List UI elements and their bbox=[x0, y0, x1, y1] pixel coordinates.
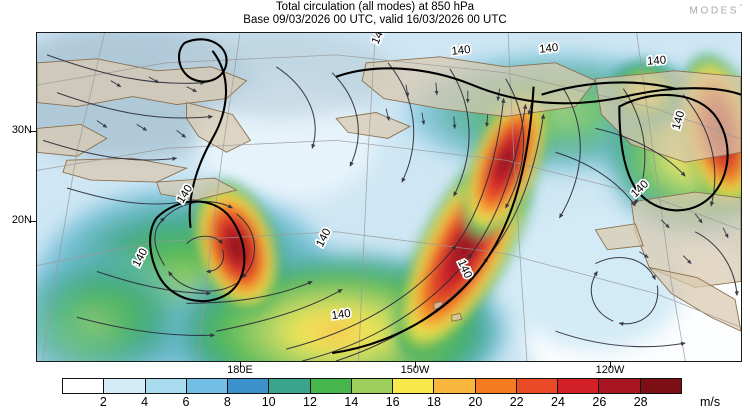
colorbar-swatch-7 bbox=[351, 379, 394, 393]
svg-text:140: 140 bbox=[331, 308, 352, 323]
svg-text:140: 140 bbox=[539, 42, 559, 56]
colorbar-tick-24: 24 bbox=[551, 395, 565, 409]
brand-mark: ° bbox=[739, 4, 742, 11]
chart-title-block: Total circulation (all modes) at 850 hPa… bbox=[0, 1, 750, 27]
svg-text:140: 140 bbox=[331, 308, 352, 323]
x-axis-tick-120w bbox=[610, 362, 612, 368]
modes-logo: MODES° bbox=[690, 4, 742, 16]
colorbar-swatch-14 bbox=[640, 379, 681, 393]
svg-text:140: 140 bbox=[451, 44, 471, 58]
colorbar-tick-22: 22 bbox=[509, 395, 524, 409]
colorbar-tick-4: 4 bbox=[141, 395, 149, 409]
x-axis-label-150w: 150W bbox=[400, 364, 430, 376]
svg-text:140: 140 bbox=[539, 42, 559, 56]
x-axis-label-180e: 180E bbox=[227, 364, 253, 376]
colorbar-tick-2: 2 bbox=[99, 395, 107, 409]
colorbar-swatch-1 bbox=[104, 379, 146, 393]
colorbar-swatch-10 bbox=[475, 379, 517, 393]
brand-text: MODES bbox=[689, 5, 740, 17]
x-axis-label-120w: 120W bbox=[595, 364, 625, 376]
colorbar-tick-18: 18 bbox=[427, 395, 441, 409]
colorbar-swatch-8 bbox=[393, 379, 435, 393]
colorbar-swatch-2 bbox=[145, 379, 187, 393]
colorbar-swatch-0 bbox=[63, 379, 105, 393]
map-plot-area: 140 140 140 140 140 140 140 140 140 140 … bbox=[36, 32, 742, 362]
y-axis-label-20n: 20N bbox=[11, 214, 32, 226]
colorbar-swatch-6 bbox=[310, 379, 352, 393]
chart-subtitle: Base 09/03/2026 00 UTC, valid 16/03/2026… bbox=[243, 14, 507, 26]
colorbar-tick-10: 10 bbox=[261, 395, 276, 409]
colorbar-tick-28: 28 bbox=[633, 395, 648, 409]
colorbar-swatch-13 bbox=[599, 379, 641, 393]
colorbar-swatch-9 bbox=[434, 379, 476, 393]
svg-text:140: 140 bbox=[671, 110, 688, 132]
graticule bbox=[37, 33, 741, 361]
colorbar-tick-20: 20 bbox=[468, 395, 483, 409]
x-axis-tick-150w bbox=[415, 362, 417, 368]
x-axis-tick-180e bbox=[240, 362, 242, 368]
streamlines bbox=[42, 54, 739, 361]
colorbar-tick-16: 16 bbox=[385, 395, 400, 409]
height-contours bbox=[149, 38, 741, 355]
colorbar-tick-26: 26 bbox=[592, 395, 607, 409]
colorbar-swatch-11 bbox=[516, 379, 559, 393]
colorbar-legend: 2 4 6 8 10 12 14 16 18 20 22 24 26 28 m/s bbox=[0, 378, 750, 409]
wind-speed-field: 140 140 140 140 140 140 140 140 140 140 … bbox=[37, 33, 741, 361]
colorbar-swatch-5 bbox=[269, 379, 311, 393]
svg-text:140: 140 bbox=[451, 44, 471, 58]
svg-text:140: 140 bbox=[647, 55, 667, 68]
wind-vectors bbox=[96, 76, 729, 264]
svg-text:140: 140 bbox=[647, 55, 667, 68]
y-axis-tick-30n bbox=[30, 131, 36, 133]
colorbar-swatch-3 bbox=[186, 379, 229, 393]
colorbar-tick-6: 6 bbox=[182, 395, 190, 409]
y-axis-label-30n: 30N bbox=[11, 124, 32, 136]
colorbar-tick-8: 8 bbox=[223, 395, 231, 409]
colorbar-swatches bbox=[62, 378, 682, 394]
colorbar-tick-12: 12 bbox=[303, 395, 317, 409]
colorbar-unit-label: m/s bbox=[700, 395, 721, 409]
colorbar-swatch-4 bbox=[228, 379, 270, 393]
y-axis-tick-20n bbox=[30, 221, 36, 223]
colorbar-tick-14: 14 bbox=[344, 395, 359, 409]
colorbar-swatch-12 bbox=[558, 379, 600, 393]
chart-title: Total circulation (all modes) at 850 hPa bbox=[275, 1, 475, 13]
